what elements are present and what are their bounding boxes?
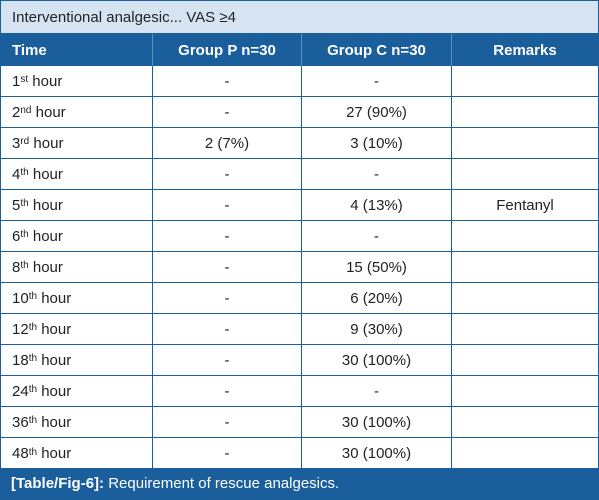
table-title: Interventional analgesic... VAS ≥4 — [1, 1, 598, 34]
cell-group-c: 3 (10%) — [302, 128, 452, 158]
cell-remarks: Fentanyl — [496, 196, 554, 214]
cell-group-p: - — [153, 221, 302, 251]
header-group-c: Group C n=30 — [302, 34, 452, 66]
table-header-row: Time Group P n=30 Group C n=30 Remarks — [1, 34, 598, 66]
cell-group-c: 27 (90%) — [302, 97, 452, 127]
cell-group-p: - — [153, 345, 302, 375]
cell-group-p: - — [153, 283, 302, 313]
cell-group-c: - — [302, 376, 452, 406]
cell-group-p: 2 (7%) — [153, 128, 302, 158]
header-remarks: Remarks — [493, 41, 557, 59]
cell-group-p: - — [153, 252, 302, 282]
cell-remarks — [452, 314, 598, 344]
cell-remarks — [452, 283, 598, 313]
caption-text: Requirement of rescue analgesics. — [104, 475, 340, 492]
cell-group-c: 15 (50%) — [302, 252, 452, 282]
cell-group-p: - — [153, 190, 302, 220]
cell-remarks — [452, 345, 598, 375]
cell-group-c: - — [302, 159, 452, 189]
cell-group-c: 4 (13%) — [302, 190, 452, 220]
cell-group-c: 6 (20%) — [302, 283, 452, 313]
cell-remarks — [452, 221, 598, 251]
cell-group-c: - — [302, 221, 452, 251]
table-caption: [Table/Fig-6]: Requirement of rescue ana… — [1, 468, 598, 499]
cell-group-p: - — [153, 314, 302, 344]
cell-group-p: - — [153, 376, 302, 406]
cell-group-p: - — [153, 66, 302, 96]
cell-group-c: 9 (30%) — [302, 314, 452, 344]
cell-group-p: - — [153, 159, 302, 189]
cell-remarks — [452, 438, 598, 469]
cell-remarks — [452, 407, 598, 437]
cell-remarks — [452, 252, 598, 282]
cell-group-p: - — [153, 407, 302, 437]
cell-remarks — [452, 376, 598, 406]
cell-group-c: 30 (100%) — [302, 407, 452, 437]
cell-group-c: 30 (100%) — [302, 345, 452, 375]
cell-remarks — [452, 128, 598, 158]
cell-remarks — [452, 97, 598, 127]
caption-label: [Table/Fig-6]: — [11, 475, 105, 492]
header-time: Time — [1, 34, 153, 66]
header-group-p: Group P n=30 — [153, 34, 302, 66]
cell-group-p: - — [153, 438, 302, 469]
cell-remarks — [452, 159, 598, 189]
cell-group-c: - — [302, 66, 452, 96]
cell-remarks — [452, 66, 598, 96]
cell-group-c: 30 (100%) — [302, 438, 452, 469]
cell-group-p: - — [153, 97, 302, 127]
